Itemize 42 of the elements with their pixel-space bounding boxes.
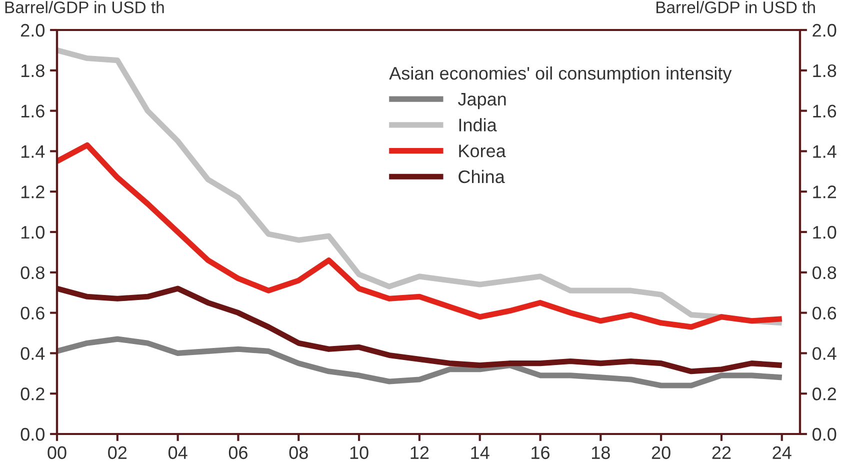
x-tick-label: 22 xyxy=(712,446,731,459)
y-tick-label: 0.6 xyxy=(20,306,44,320)
y-tick-label: 1.4 xyxy=(21,145,45,158)
y-tick-label: 1.0 xyxy=(21,226,44,239)
legend-title: Asian economies' oil consumption intensity xyxy=(389,66,732,84)
x-tick-label: 18 xyxy=(592,446,610,460)
x-tick-label: 14 xyxy=(471,446,490,459)
legend-label: Korea xyxy=(459,144,506,158)
y2-tick-label: 1.2 xyxy=(813,186,836,198)
y-tick-label: 0.4 xyxy=(20,347,45,360)
y2-tick-label: 0.8 xyxy=(812,266,836,280)
y-tick-label: 1.6 xyxy=(21,104,44,118)
legend-label: Japan xyxy=(458,92,506,110)
x-tick-label: 20 xyxy=(652,446,670,460)
x-tick-label: 08 xyxy=(289,446,308,460)
y-tick-label: 1.2 xyxy=(21,186,44,198)
legend-label: China xyxy=(458,170,505,184)
x-tick-label: 12 xyxy=(410,446,429,459)
y2-tick-label: 0.6 xyxy=(812,306,836,320)
y-tick-label: 0.0 xyxy=(20,428,44,441)
y2-tick-label: 0.0 xyxy=(812,428,836,441)
legend-label: India xyxy=(459,118,497,132)
y-tick-label: 1.8 xyxy=(21,64,44,78)
x-tick-label: 06 xyxy=(228,446,248,460)
x-tick-label: 04 xyxy=(168,446,188,460)
y-tick-label: 0.8 xyxy=(20,266,44,280)
y2-tick-label: 2.0 xyxy=(812,24,836,37)
y2-tick-label: 0.2 xyxy=(812,388,836,400)
x-tick-label: 02 xyxy=(108,446,127,460)
y2-tick-label: 0.4 xyxy=(812,347,836,360)
y-tick-label: 0.2 xyxy=(20,388,44,400)
y2-tick-label: 1.0 xyxy=(813,226,836,239)
y-tick-label: 2.0 xyxy=(21,24,44,37)
x-tick-label: 16 xyxy=(532,446,550,460)
y2-tick-label: 1.4 xyxy=(813,145,836,158)
y2-tick-label: 1.8 xyxy=(813,64,836,78)
x-tick-label: 24 xyxy=(772,446,792,459)
x-tick-label: 00 xyxy=(48,446,66,460)
y2-axis-title: Barrel/GDP in USD th xyxy=(656,1,815,14)
y2-tick-label: 1.6 xyxy=(813,104,836,118)
x-tick-label: 10 xyxy=(350,446,368,460)
y-axis-title: Barrel/GDP in USD th xyxy=(5,1,164,14)
